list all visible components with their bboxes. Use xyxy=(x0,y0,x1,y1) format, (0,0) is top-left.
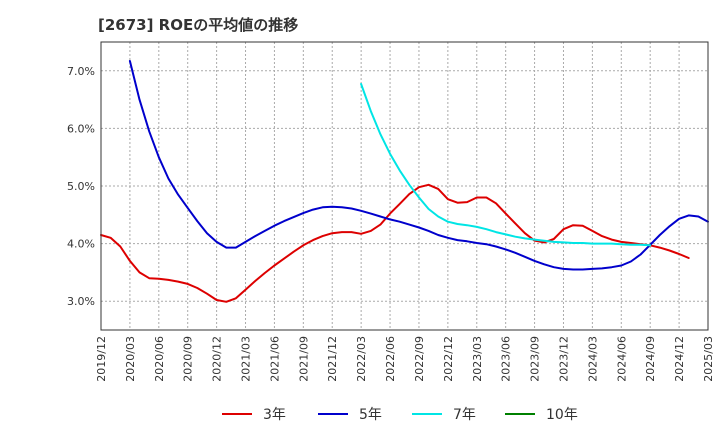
x-tick-label: 2022/12 xyxy=(442,336,455,382)
series-lines xyxy=(100,60,709,303)
x-tick-label: 2024/09 xyxy=(644,336,657,382)
y-axis-ticks: 3.0% 4.0% 5.0% 6.0% 7.0% xyxy=(67,65,95,308)
y-tick-label: 6.0% xyxy=(67,122,95,135)
x-tick-label: 2019/12 xyxy=(95,336,108,382)
y-tick-label: 7.0% xyxy=(67,65,95,78)
series-line-5年 xyxy=(128,60,709,271)
x-tick-label: 2024/03 xyxy=(586,336,599,382)
x-tick-label: 2022/03 xyxy=(355,336,368,382)
x-tick-label: 2023/12 xyxy=(557,336,570,382)
x-tick-label: 2022/09 xyxy=(413,336,426,382)
y-tick-label: 4.0% xyxy=(67,238,95,251)
legend-label: 10年 xyxy=(546,407,578,423)
x-tick-label: 2025/03 xyxy=(702,336,715,382)
x-tick-label: 2023/03 xyxy=(471,336,484,382)
y-tick-label: 3.0% xyxy=(67,295,95,308)
plot-frame xyxy=(100,41,709,331)
x-tick-label: 2021/03 xyxy=(240,336,253,382)
x-tick-label: 2024/06 xyxy=(615,336,628,382)
x-tick-label: 2020/09 xyxy=(182,336,195,382)
x-axis-ticks: 2019/12 2020/03 2020/06 2020/09 2020/12 2021/… xyxy=(95,336,715,382)
x-tick-label: 2023/09 xyxy=(529,336,542,382)
x-tick-label: 2020/03 xyxy=(124,336,137,382)
legend-label: 3年 xyxy=(263,407,286,423)
x-tick-label: 2024/12 xyxy=(673,336,686,382)
legend: 3年 5年 7年 10年 xyxy=(222,407,578,423)
x-tick-label: 2021/12 xyxy=(326,336,339,382)
series-line-3年 xyxy=(100,183,690,303)
x-tick-label: 2022/06 xyxy=(384,336,397,382)
x-tick-label: 2021/09 xyxy=(297,336,310,382)
x-tick-label: 2023/06 xyxy=(500,336,513,382)
chart-title: [2673] ROEの平均値の推移 xyxy=(98,16,299,34)
series-line-7年 xyxy=(360,83,652,247)
legend-label: 7年 xyxy=(453,407,476,423)
legend-label: 5年 xyxy=(359,407,382,423)
x-tick-label: 2020/12 xyxy=(211,336,224,382)
y-tick-label: 5.0% xyxy=(67,180,95,193)
x-tick-label: 2021/06 xyxy=(268,336,281,382)
x-tick-label: 2020/06 xyxy=(153,336,166,382)
